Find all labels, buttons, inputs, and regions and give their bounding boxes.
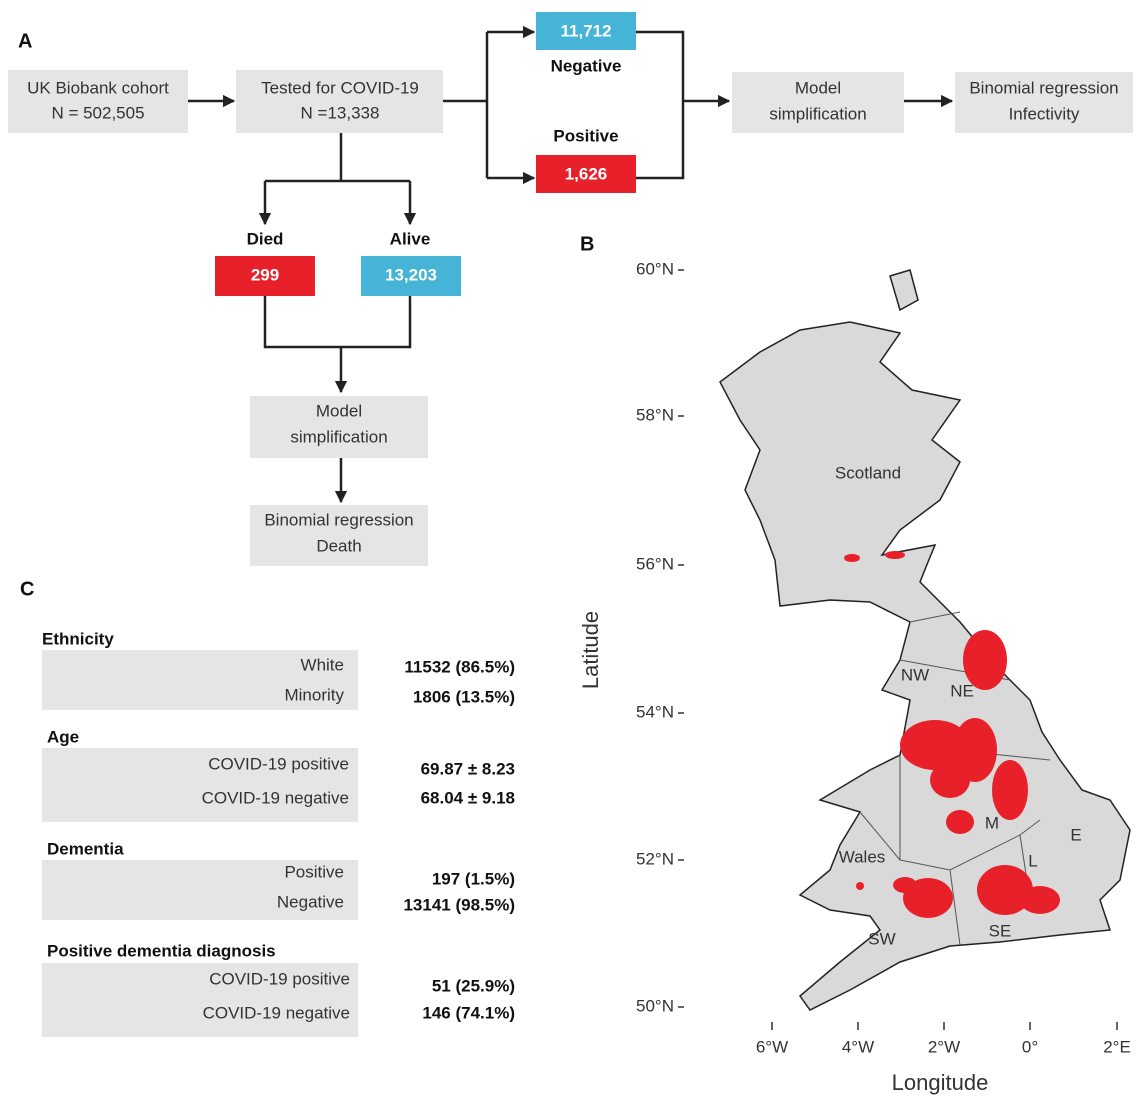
node-label: Died <box>247 229 284 248</box>
case-clusters <box>844 551 1060 918</box>
node-line: Death <box>316 536 361 555</box>
row-value: 13141 (98.5%) <box>403 895 515 914</box>
y-tick-label: 54°N <box>636 702 674 721</box>
node-line: simplification <box>769 104 866 123</box>
connector <box>265 133 410 183</box>
node-count: N = 502,505 <box>51 103 144 122</box>
region-label: M <box>985 813 999 832</box>
box <box>955 72 1133 133</box>
row-value: 69.87 ± 8.23 <box>421 759 515 778</box>
node-count: 1,626 <box>565 164 608 183</box>
node-label: Positive <box>553 126 618 145</box>
region-label: NW <box>901 665 929 684</box>
x-axis-label: Longitude <box>892 1070 989 1095</box>
y-tick-label: 50°N <box>636 996 674 1015</box>
y-tick-label: 60°N <box>636 259 674 278</box>
section-box <box>42 650 358 710</box>
row-label: COVID-19 negative <box>202 788 349 807</box>
region-label: SE <box>989 921 1012 940</box>
box <box>536 155 636 193</box>
y-tick-label: 56°N <box>636 554 674 573</box>
row-value: 1806 (13.5%) <box>413 687 515 706</box>
region-label: NE <box>950 681 974 700</box>
panel-label: A <box>18 30 32 52</box>
connector <box>263 296 412 349</box>
box <box>732 72 904 133</box>
section-heading: Positive dementia diagnosis <box>47 941 276 960</box>
section-box <box>42 963 358 1037</box>
node-line: Model <box>795 78 841 97</box>
node-label: Alive <box>390 229 431 248</box>
section-box <box>42 748 358 822</box>
section-heading: Dementia <box>47 839 124 858</box>
box <box>536 12 636 50</box>
node-title: UK Biobank cohort <box>27 78 169 97</box>
row-label: COVID-19 positive <box>208 754 349 773</box>
section-heading: Age <box>47 727 79 746</box>
row-label: Minority <box>284 685 344 704</box>
row-value: 68.04 ± 9.18 <box>421 788 515 807</box>
y-axis-label: Latitude <box>578 611 603 689</box>
section-box <box>42 860 358 920</box>
region-label: Scotland <box>835 463 901 482</box>
row-label: COVID-19 positive <box>209 969 350 988</box>
x-tick-label: 0° <box>1022 1037 1038 1056</box>
node-count: N =13,338 <box>301 103 380 122</box>
section-heading: Ethnicity <box>42 629 114 648</box>
node-line: Infectivity <box>1009 104 1080 123</box>
region-label: SW <box>868 929 895 948</box>
node-line: simplification <box>290 427 387 446</box>
row-value: 11532 (86.5%) <box>404 657 515 676</box>
y-tick-label: 52°N <box>636 849 674 868</box>
row-label: Negative <box>277 892 344 911</box>
panel-label: B <box>580 233 594 255</box>
box <box>215 256 315 296</box>
box <box>250 505 428 566</box>
node-line: Binomial regression <box>969 78 1118 97</box>
x-ticks <box>771 1022 1118 1030</box>
box <box>361 256 461 296</box>
row-value: 51 (25.9%) <box>432 976 515 995</box>
node-line: Model <box>316 401 362 420</box>
island <box>889 269 919 312</box>
y-ticks <box>678 269 684 1008</box>
node-count: 11,712 <box>560 21 611 40</box>
node-label: Negative <box>551 56 622 75</box>
row-value: 146 (74.1%) <box>422 1003 515 1022</box>
region-label: Wales <box>839 847 886 866</box>
region-label: L <box>1028 851 1037 870</box>
node-line: Binomial regression <box>264 510 413 529</box>
x-tick-label: 2°E <box>1103 1037 1131 1056</box>
row-label: Positive <box>284 862 344 881</box>
map-outline <box>719 321 1131 1011</box>
row-label: White <box>301 655 344 674</box>
y-tick-label: 58°N <box>636 405 674 424</box>
x-tick-label: 2°W <box>928 1037 960 1056</box>
row-label: COVID-19 negative <box>203 1003 350 1022</box>
box <box>250 396 428 458</box>
connector <box>636 30 685 180</box>
region-label: E <box>1070 825 1081 844</box>
node-count: 299 <box>251 265 279 284</box>
panel-label: C <box>20 578 34 600</box>
connector <box>443 32 489 178</box>
box <box>8 70 188 133</box>
x-tick-label: 4°W <box>842 1037 874 1056</box>
node-count: 13,203 <box>385 265 437 284</box>
row-value: 197 (1.5%) <box>432 869 515 888</box>
node-title: Tested for COVID-19 <box>261 78 419 97</box>
box <box>236 70 443 133</box>
x-tick-label: 6°W <box>756 1037 788 1056</box>
